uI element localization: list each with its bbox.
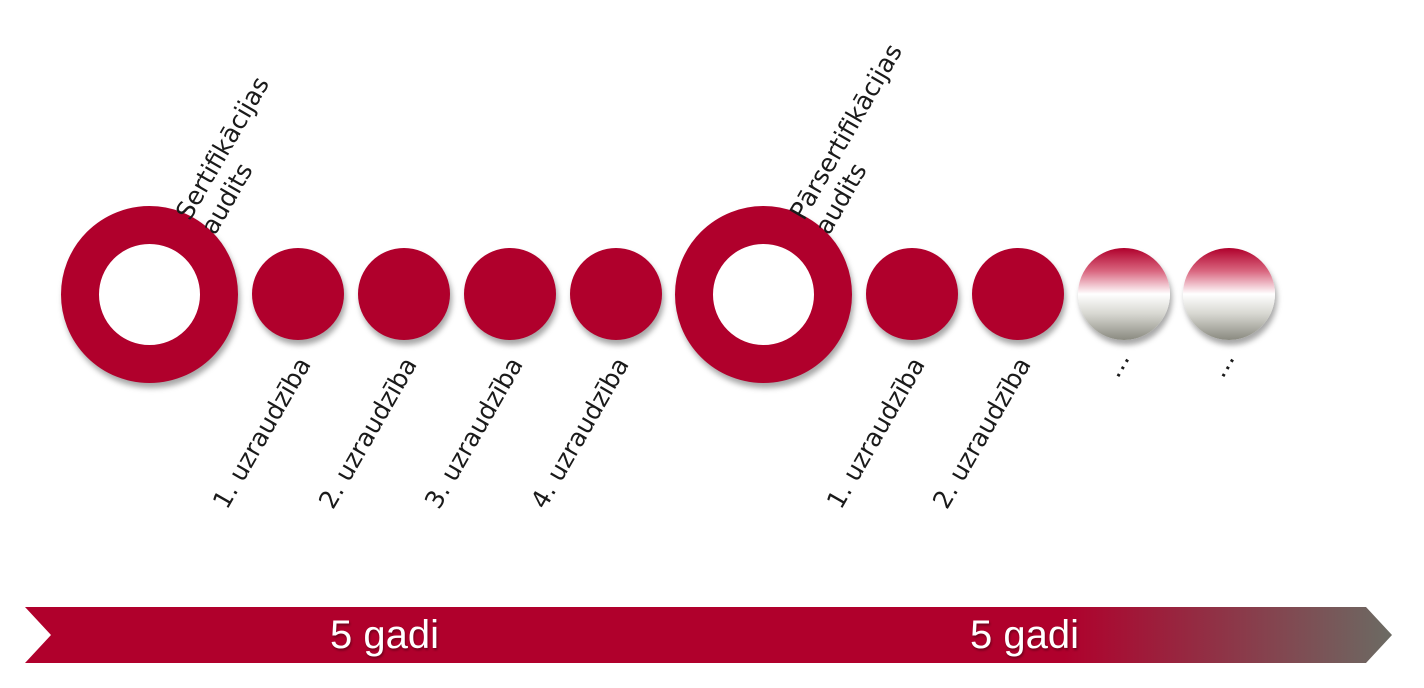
surveillance-3-dot: [464, 248, 556, 340]
period-2-label: 5 gadi: [970, 613, 1079, 657]
surveillance-1-dot: [252, 248, 344, 340]
surveillance-2-dot: [358, 248, 450, 340]
resurveillance-2-dot: [972, 248, 1064, 340]
future-dot-2: [1183, 248, 1275, 340]
period-1-label: 5 gadi: [330, 613, 439, 657]
resurveillance-1-dot: [866, 248, 958, 340]
future-dot-1: [1078, 248, 1170, 340]
timeline-arrow-shape: [25, 607, 1392, 663]
surveillance-4-dot: [570, 248, 662, 340]
